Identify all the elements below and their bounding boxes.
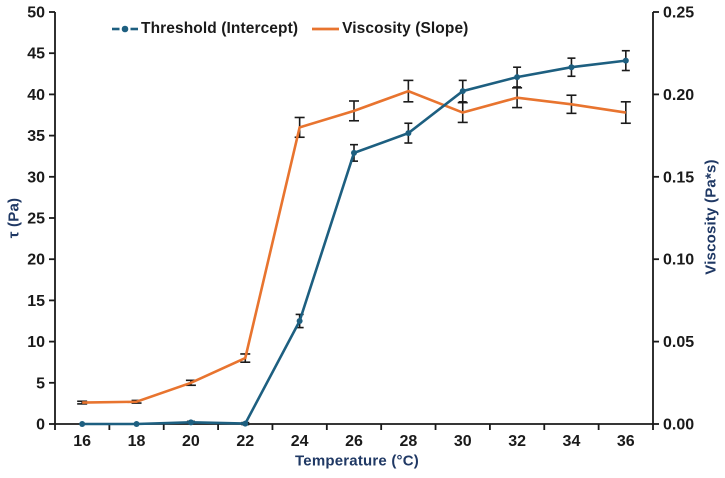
- left-axis-tick-label: 15: [27, 293, 45, 310]
- threshold-data-point: [133, 421, 140, 427]
- right-axis-title: Viscosity (Pa*s): [702, 159, 720, 275]
- x-axis-tick-label: 22: [236, 433, 254, 450]
- x-axis-title: Temperature (°C): [295, 452, 419, 470]
- left-axis-tick-label: 20: [27, 252, 45, 269]
- left-axis-tick-label: 30: [27, 169, 45, 186]
- threshold-data-point: [568, 64, 575, 71]
- left-axis-tick-label: 0: [36, 417, 45, 434]
- legend-label-threshold: Threshold (Intercept): [141, 20, 299, 37]
- x-axis-tick-label: 24: [291, 433, 309, 450]
- x-axis-tick-label: 18: [128, 433, 146, 450]
- threshold-data-point: [351, 149, 357, 156]
- right-axis-tick-label: 0.10: [663, 252, 694, 269]
- viscosity-series-line: [82, 89, 627, 404]
- x-axis-tick-label: 20: [182, 433, 200, 450]
- right-axis-tick-label: 0.25: [663, 5, 694, 22]
- legend-item-threshold: Threshold (Intercept): [112, 20, 298, 38]
- x-axis-tick-label: 16: [73, 433, 91, 450]
- threshold-data-point: [514, 74, 521, 81]
- threshold-data-point: [296, 318, 303, 324]
- viscosity-line-marker-icon: [312, 27, 340, 31]
- left-axis-tick-label: 35: [27, 128, 45, 145]
- threshold-data-point: [459, 88, 466, 95]
- right-axis-tick-label: 0.15: [663, 169, 694, 186]
- threshold-line-marker-icon: [112, 25, 138, 33]
- threshold-data-point: [187, 419, 194, 426]
- right-axis-tick-label: 0.00: [663, 417, 694, 434]
- legend-item-viscosity: Viscosity (Slope): [312, 20, 468, 38]
- left-axis-tick-label: 50: [27, 5, 45, 22]
- x-axis-tick-label: 34: [563, 433, 581, 450]
- left-axis-tick-label: 40: [27, 87, 45, 104]
- x-axis-tick-label: 36: [617, 433, 635, 450]
- threshold-data-point: [79, 421, 86, 427]
- x-axis-tick-label: 30: [454, 433, 472, 450]
- threshold-data-point: [242, 420, 249, 427]
- left-axis-tick-label: 25: [27, 211, 45, 228]
- left-axis-tick-label: 45: [27, 46, 45, 63]
- legend-label-viscosity: Viscosity (Slope): [342, 20, 469, 37]
- x-axis-tick-label: 26: [345, 433, 363, 450]
- right-axis-tick-label: 0.20: [663, 87, 694, 104]
- right-axis-tick-label: 0.05: [663, 334, 694, 351]
- x-axis-tick-label: 32: [508, 433, 526, 450]
- threshold-data-point: [405, 130, 412, 137]
- left-axis-tick-label: 10: [27, 334, 45, 351]
- x-axis-tick-label: 28: [399, 433, 417, 450]
- chart-legend: Threshold (Intercept) Viscosity (Slope): [112, 20, 468, 38]
- left-axis-title: τ (Pa): [5, 197, 23, 239]
- left-axis-tick-label: 5: [36, 375, 45, 392]
- threshold-data-point: [622, 57, 629, 64]
